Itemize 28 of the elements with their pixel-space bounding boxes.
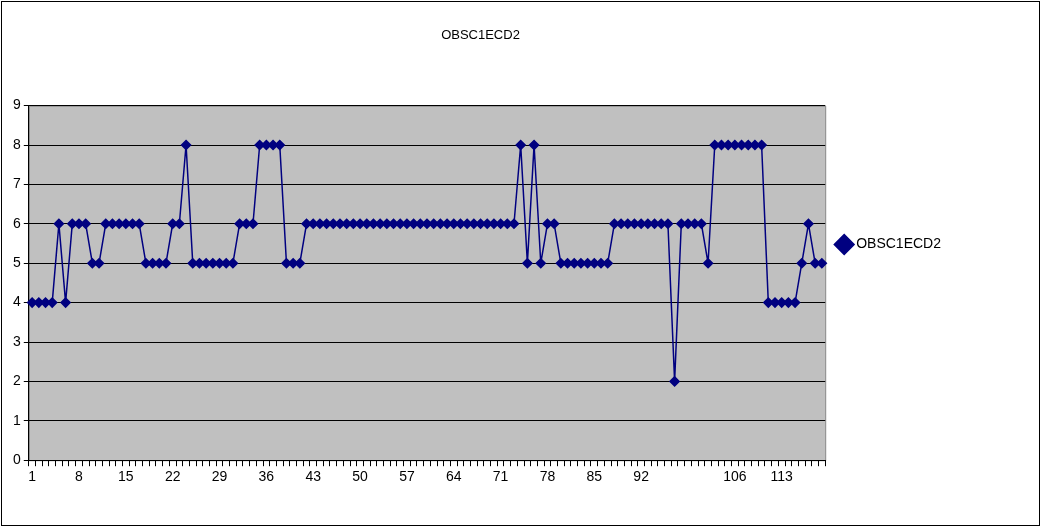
- y-tick-label: 2: [12, 372, 21, 389]
- chart-title: OBSC1ECD2: [441, 27, 520, 43]
- y-tick-label: 9: [12, 96, 21, 113]
- x-tick-label: 1: [28, 468, 37, 485]
- y-tick-label: 5: [12, 254, 21, 271]
- x-tick-label: 92: [633, 468, 650, 485]
- y-tick-label: 0: [12, 451, 21, 468]
- x-tick-label: 71: [492, 468, 509, 485]
- x-tick-label: 50: [352, 468, 369, 485]
- y-tick-label: 1: [12, 411, 21, 428]
- y-tick-label: 8: [12, 135, 21, 152]
- x-tick-label: 78: [539, 468, 556, 485]
- y-tick-label: 6: [12, 214, 21, 231]
- x-tick-label: 64: [445, 468, 462, 485]
- y-tick-label: 4: [12, 293, 21, 310]
- x-tick-label: 43: [305, 468, 322, 485]
- x-tick-label: 8: [75, 468, 84, 485]
- y-tick-label: 3: [12, 332, 21, 349]
- x-tick-label: 85: [586, 468, 603, 485]
- x-tick-label: 22: [164, 468, 181, 485]
- legend-label: OBSC1ECD2: [856, 235, 942, 252]
- x-tick-label: 106: [723, 468, 747, 485]
- x-tick-label: 57: [399, 468, 415, 485]
- y-tick-label: 7: [12, 175, 21, 192]
- x-tick-label: 15: [118, 468, 134, 485]
- x-tick-label: 29: [211, 468, 228, 485]
- x-tick-label: 36: [258, 468, 275, 485]
- x-tick-label: 113: [770, 468, 794, 485]
